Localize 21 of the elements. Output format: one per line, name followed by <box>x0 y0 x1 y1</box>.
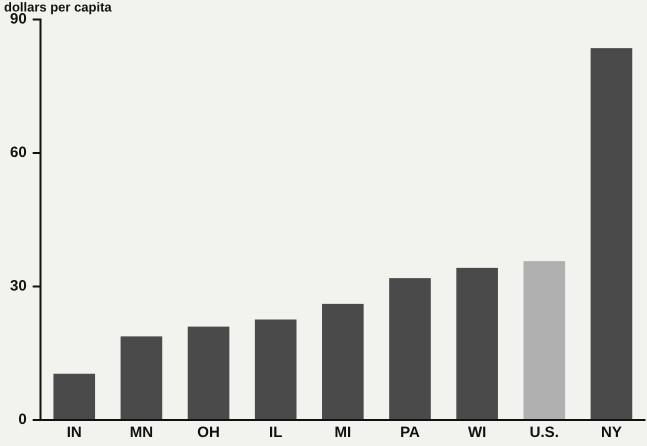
y-tick-label: 60 <box>10 144 27 162</box>
x-tick-label: OH <box>197 424 220 442</box>
y-tick-label: 30 <box>10 278 27 295</box>
bar <box>456 268 498 419</box>
x-tick-label: IN <box>66 424 82 442</box>
x-tick-label: NY <box>601 424 622 442</box>
x-tick-label: MN <box>130 424 154 442</box>
bar <box>188 326 230 419</box>
x-tick-label: WI <box>468 424 486 442</box>
bar <box>389 278 431 419</box>
bar <box>523 261 566 419</box>
x-tick-label: PA <box>400 424 420 442</box>
bar <box>120 336 162 419</box>
bar <box>590 48 632 419</box>
x-tick-label: IL <box>269 424 282 442</box>
bar <box>254 319 297 419</box>
bar <box>322 304 364 419</box>
x-tick-label: MI <box>334 424 352 442</box>
y-tick-label: 0 <box>18 411 27 428</box>
x-tick-label: U.S. <box>530 424 559 442</box>
bar <box>53 374 96 419</box>
